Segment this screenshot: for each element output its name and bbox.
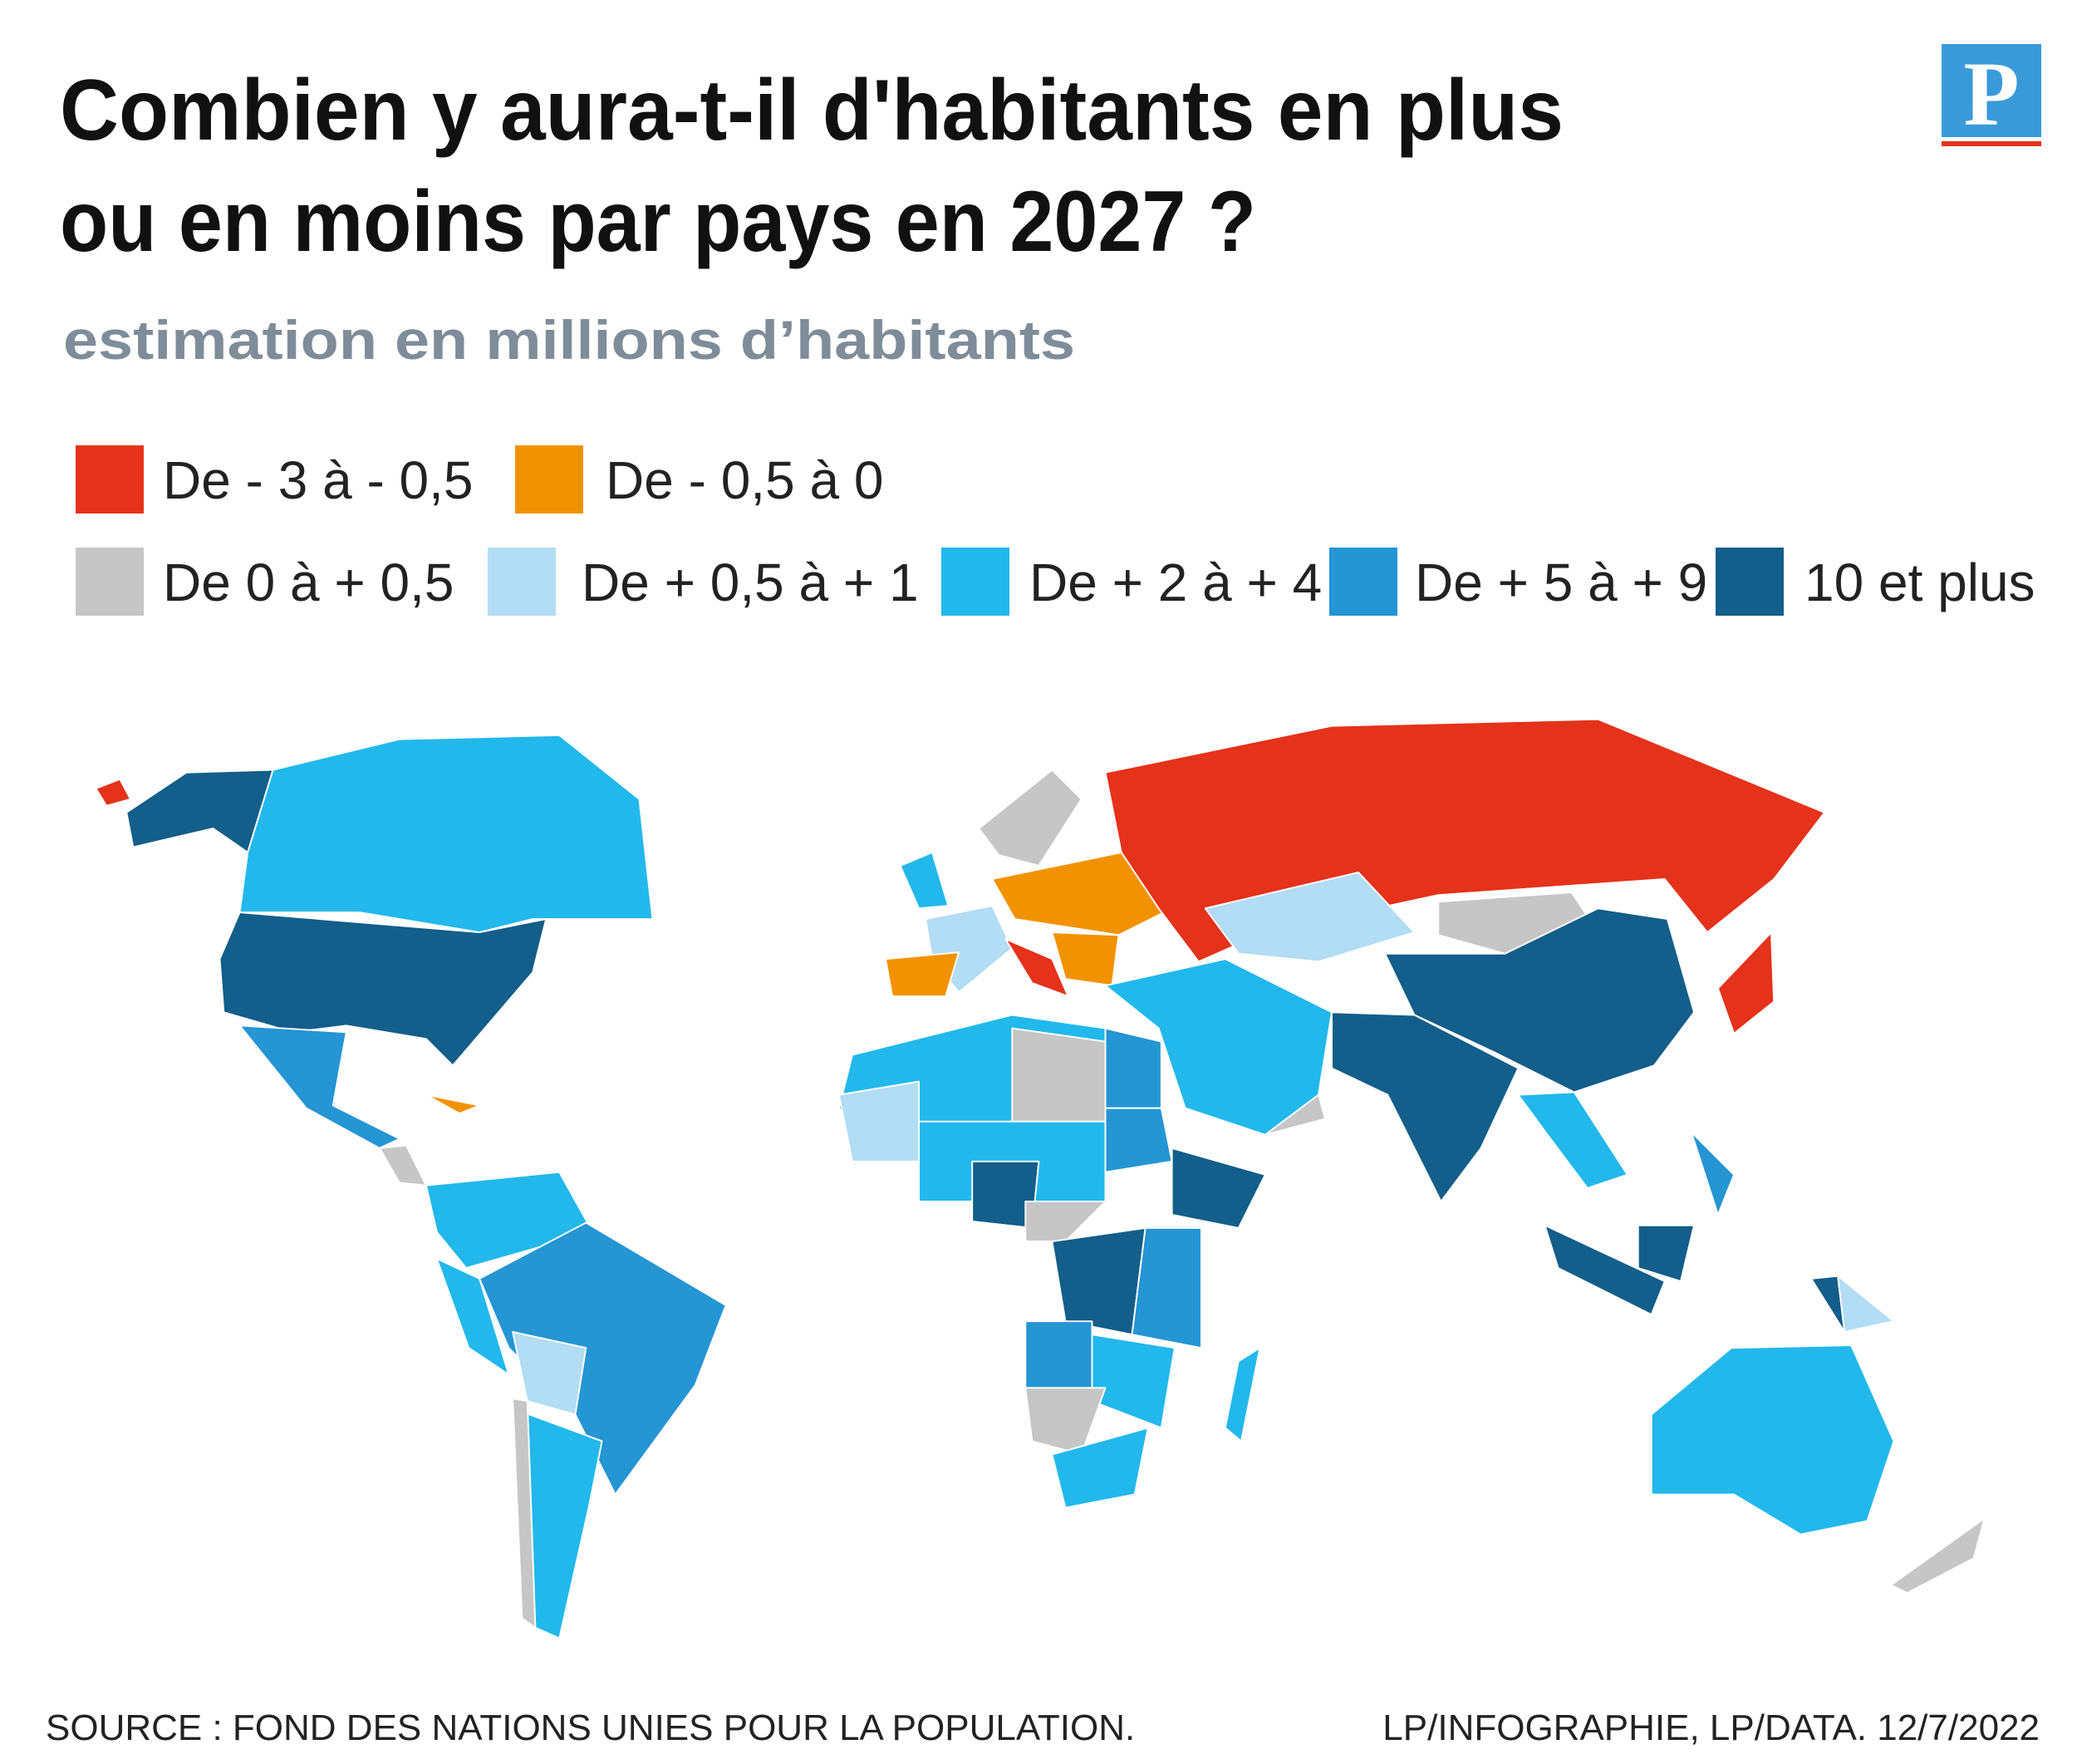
region	[219, 911, 547, 1067]
logo-box	[1942, 44, 2041, 137]
region	[1716, 931, 1775, 1034]
region	[1650, 1344, 1895, 1536]
region	[1637, 1224, 1695, 1283]
region	[1104, 1107, 1173, 1173]
region	[1051, 1427, 1149, 1509]
legend-swatch	[76, 548, 144, 616]
title-line: Combien y aura-t-il d'habitants en plus	[60, 62, 1564, 159]
legend-item: De + 2 à + 4	[941, 548, 1322, 616]
legend-swatch	[1329, 548, 1397, 616]
world-map	[95, 718, 1986, 1639]
legend-item: 10 et plus	[1716, 548, 2035, 616]
logo-letter: P	[1963, 43, 2019, 145]
region	[1690, 1131, 1736, 1216]
region	[885, 951, 960, 998]
region	[378, 1144, 427, 1187]
region	[1104, 1027, 1162, 1109]
legend-label: De - 3 à - 0,5	[163, 450, 474, 510]
legend-item: De 0 à + 0,5	[76, 548, 454, 616]
region	[1331, 1011, 1520, 1202]
legend-item: De - 0,5 à 0	[515, 445, 883, 513]
legend-label: De + 2 à + 4	[1029, 553, 1322, 612]
legend-swatch	[515, 445, 583, 513]
region	[899, 851, 950, 910]
legend-label: De + 5 à + 9	[1415, 553, 1707, 612]
legend: De - 3 à - 0,5 De - 0,5 à 0 De 0 à + 0,5 De…	[76, 445, 2035, 616]
region	[1384, 907, 1695, 1093]
region	[425, 1171, 594, 1270]
legend-item: De - 3 à - 0,5	[76, 445, 474, 513]
region	[1890, 1517, 1986, 1594]
region	[1517, 1091, 1628, 1189]
region	[1051, 1227, 1147, 1336]
region	[837, 1080, 921, 1162]
region	[1264, 1093, 1326, 1136]
legend-item: De + 0,5 à + 1	[488, 548, 919, 616]
title-line: ou en moins par pays en 2027 ?	[60, 174, 1256, 270]
region	[1224, 1347, 1261, 1442]
region	[1837, 1275, 1895, 1333]
legend-label: De 0 à + 0,5	[163, 553, 454, 612]
region	[1024, 1320, 1093, 1389]
region	[1204, 872, 1416, 963]
region	[1171, 1147, 1266, 1229]
credit: LP/INFOGRAPHIE, LP/DATA. 12/7/2022	[1382, 1707, 2040, 1748]
logo-rule	[1942, 141, 2041, 146]
legend-label: 10 et plus	[1804, 553, 2035, 612]
legend-swatch	[1716, 548, 1784, 616]
region	[512, 1398, 537, 1629]
legend-swatch	[941, 548, 1009, 616]
region	[238, 1024, 400, 1149]
source: SOURCE : FOND DES NATIONS UNIES POUR LA …	[46, 1707, 1135, 1748]
region	[978, 769, 1083, 867]
region	[95, 778, 132, 807]
region	[1051, 931, 1120, 987]
legend-label: De - 0,5 à 0	[606, 450, 883, 510]
region	[435, 1257, 510, 1376]
region	[1091, 1334, 1176, 1429]
region	[1004, 938, 1069, 998]
subtitle: estimation en millions d’habitants	[63, 309, 1075, 371]
legend-swatch	[76, 445, 144, 513]
region	[512, 1331, 587, 1416]
region	[1544, 1224, 1666, 1316]
region	[991, 851, 1173, 936]
legend-label: De + 0,5 à + 1	[582, 553, 919, 612]
region	[1011, 1027, 1107, 1123]
region	[1131, 1227, 1202, 1349]
region	[238, 734, 654, 934]
region	[425, 1093, 481, 1115]
logo: P	[1942, 43, 2041, 146]
legend-item: De + 5 à + 9	[1329, 548, 1707, 616]
legend-swatch	[488, 548, 556, 616]
